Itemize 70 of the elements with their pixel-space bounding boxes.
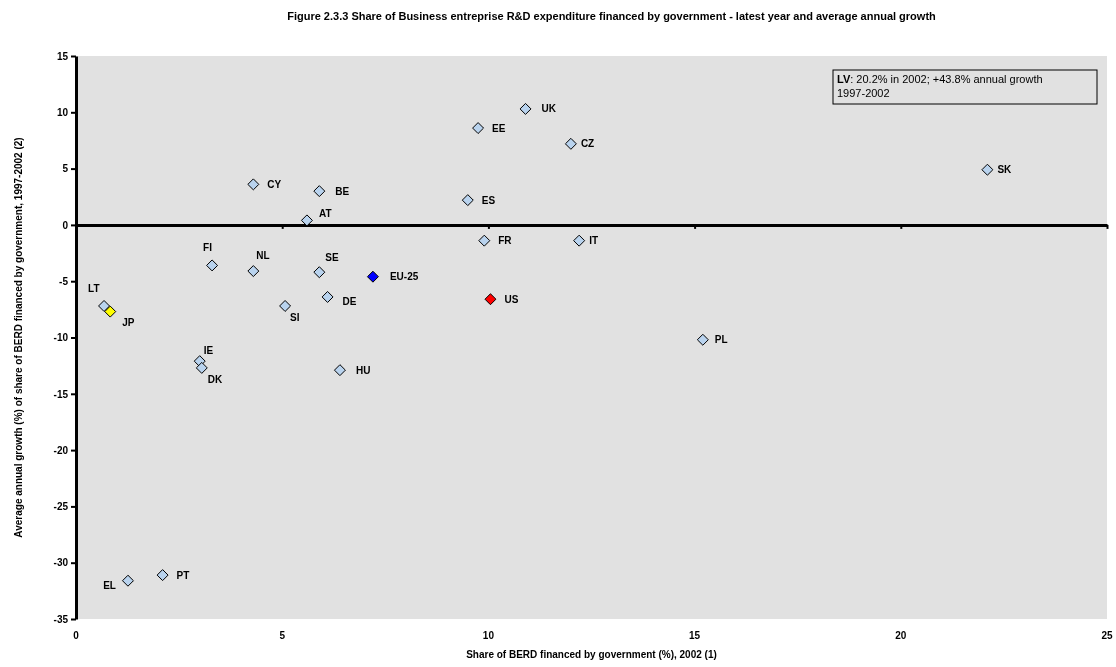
- point: [313, 185, 326, 198]
- y-tick-label: -30: [53, 557, 69, 569]
- y-tick-label: 0: [62, 219, 69, 231]
- point: [461, 194, 474, 207]
- point: [564, 137, 577, 150]
- point: [696, 333, 709, 346]
- annotation: AT: [318, 207, 332, 219]
- annotation: FI: [203, 241, 213, 253]
- point: [519, 102, 532, 115]
- annotation: SI: [290, 312, 300, 324]
- y-tick-label: -35: [53, 613, 69, 625]
- annotation: EE: [492, 122, 506, 134]
- point: [156, 569, 169, 582]
- point: [484, 293, 497, 306]
- annotation: BE: [335, 185, 350, 197]
- x-tick-label: 25: [1101, 630, 1113, 641]
- point: [104, 305, 117, 318]
- point: [206, 259, 219, 272]
- annotation: CY: [267, 178, 282, 190]
- point: [247, 178, 260, 191]
- y-axis-title: Average annual growth (%) of share of BERD financed by government, 1997-2002 (2): [13, 137, 24, 538]
- annotation: CZ: [580, 138, 595, 150]
- annotation: EL: [103, 580, 116, 592]
- chart-title: Figure 2.3.3 Share of Business entreprise R&D expenditure financed by government - latest year and average annual growth: [287, 10, 937, 22]
- annotation: ES: [481, 194, 496, 206]
- annotation: DE: [342, 296, 357, 308]
- annotation: PT: [176, 569, 190, 581]
- annotation: SK: [997, 164, 1013, 176]
- x-tick-label: 20: [895, 630, 907, 641]
- point: [366, 270, 379, 283]
- point: [300, 214, 313, 227]
- point: [981, 163, 994, 176]
- point: [573, 234, 586, 247]
- annotation: US: [504, 293, 519, 305]
- annotation: IT: [589, 235, 599, 247]
- point: [333, 364, 346, 377]
- annotation: SE: [325, 251, 339, 263]
- y-tick-label: -25: [53, 501, 69, 513]
- annotation: IE: [203, 344, 214, 356]
- point: [247, 265, 260, 278]
- x-axis-title: Share of BERD financed by government (%), 2002 (1): [466, 649, 717, 660]
- x-tick-label: 0: [73, 630, 80, 641]
- annotation: EU-25: [389, 271, 419, 283]
- annotation: LT: [88, 283, 100, 295]
- y-tick-label: 15: [56, 50, 69, 62]
- annotation: FR: [498, 235, 513, 247]
- x-tick-label: 5: [279, 630, 286, 641]
- annotation: LV: 20.2% in 2002; +43.8% annual growth 1997-2002: [837, 73, 1043, 99]
- point: [478, 234, 491, 247]
- annotation: HU: [355, 364, 371, 376]
- annotation: JP: [122, 317, 135, 329]
- annotation: UK: [541, 103, 557, 115]
- y-tick-label: 5: [62, 163, 69, 175]
- y-tick-label: -5: [59, 275, 69, 287]
- annotation: NL: [256, 249, 270, 261]
- y-tick-label: -20: [53, 444, 69, 456]
- point: [98, 299, 111, 312]
- x-tick-label: 15: [689, 630, 701, 641]
- point: [313, 266, 326, 279]
- y-tick-label: 10: [56, 107, 69, 118]
- point: [195, 361, 208, 374]
- point: [472, 122, 485, 135]
- y-tick-label: -10: [53, 332, 69, 344]
- x-tick-label: 10: [482, 630, 495, 641]
- point: [279, 299, 292, 312]
- y-tick-label: -15: [53, 388, 69, 400]
- annotation: DK: [207, 374, 223, 386]
- annotation: PL: [714, 334, 728, 346]
- point: [121, 574, 134, 587]
- point: [321, 290, 334, 303]
